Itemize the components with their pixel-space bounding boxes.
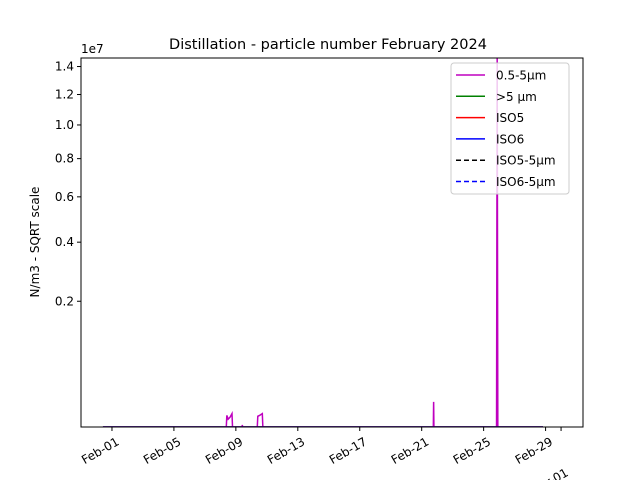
legend-label: 0.5-5µm — [496, 69, 546, 83]
legend-label: ISO5 — [496, 111, 524, 125]
x-tick-label: Feb-01 — [79, 434, 121, 467]
x-tick-label: Mar-01 — [528, 465, 571, 480]
x-tick-label: Feb-21 — [389, 434, 431, 467]
legend-label: ISO6 — [496, 132, 524, 146]
y-axis-label: N/m3 - SQRT scale — [28, 187, 42, 298]
x-tick-label: Feb-17 — [327, 434, 369, 467]
y-tick-label: 0.8 — [55, 152, 74, 166]
y-offset-label: 1e7 — [81, 42, 104, 56]
x-tick-label: Feb-29 — [513, 434, 555, 467]
y-tick-label: 1.4 — [55, 60, 74, 74]
y-tick-label: 0.2 — [55, 294, 74, 308]
x-tick-label: Feb-13 — [265, 434, 307, 467]
x-tick-label: Feb-05 — [141, 434, 183, 467]
y-tick-label: 1.2 — [55, 88, 74, 102]
y-tick-label: 0.4 — [55, 235, 74, 249]
series-line-0 — [225, 58, 499, 427]
chart-title: Distillation - particle number February … — [169, 37, 487, 53]
x-tick-label: Feb-25 — [451, 434, 493, 467]
legend-label: ISO6-5µm — [496, 175, 556, 189]
legend-label: >5 µm — [496, 90, 537, 104]
y-tick-label: 1.0 — [55, 118, 74, 132]
legend: 0.5-5µm >5 µm ISO5 ISO6 ISO5-5µm ISO6-5µm — [450, 62, 570, 195]
legend-label: ISO5-5µm — [496, 154, 556, 168]
x-tick-label: Feb-09 — [203, 434, 245, 467]
y-tick-label: 0.6 — [55, 190, 74, 204]
